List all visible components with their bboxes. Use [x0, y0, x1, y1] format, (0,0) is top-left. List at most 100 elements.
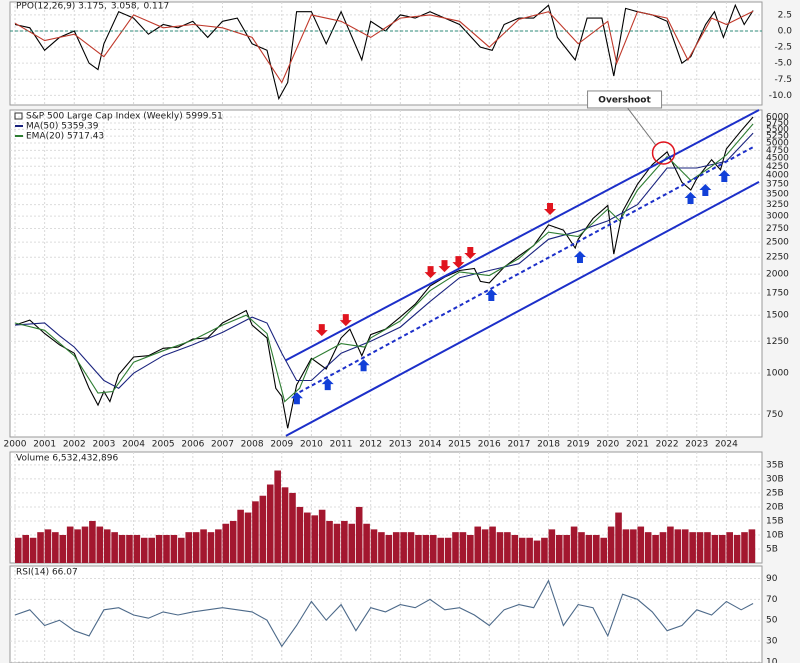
- volume-bar: [718, 534, 726, 563]
- x-tick-label: 2019: [567, 440, 590, 450]
- volume-bar: [281, 487, 289, 563]
- series-line: [14, 579, 754, 648]
- x-tick-label: 2018: [537, 440, 560, 450]
- volume-bar: [467, 534, 474, 563]
- volume-bar: [541, 537, 548, 563]
- x-tick-label: 2011: [330, 440, 353, 450]
- panel-legend: PPO(12,26,9) 3.175,: [16, 2, 107, 12]
- y-tick-label: -7.5: [774, 75, 792, 85]
- y-tick-label: 30B: [766, 474, 784, 484]
- volume-bar: [407, 532, 415, 563]
- volume-bar: [422, 534, 430, 563]
- y-tick-label: 5500: [766, 125, 789, 135]
- volume-bar: [22, 534, 30, 563]
- volume-bar: [259, 495, 267, 563]
- volume-bar: [555, 534, 563, 563]
- y-tick-label: 5750: [766, 119, 789, 129]
- volume-bar: [696, 532, 704, 563]
- volume-bar: [363, 523, 370, 563]
- volume-bar: [711, 534, 719, 563]
- trendline: [299, 146, 754, 393]
- volume-bar: [659, 532, 667, 563]
- volume-bar: [274, 470, 281, 563]
- volume-bar: [200, 529, 207, 563]
- y-tick-label: 5B: [766, 544, 778, 554]
- y-tick-label: 70: [766, 595, 778, 605]
- volume-bar: [459, 532, 467, 563]
- annotation-label: Overshoot: [598, 95, 651, 105]
- volume-bar: [326, 520, 333, 563]
- sell-arrow: [452, 256, 465, 269]
- volume-bar: [229, 520, 237, 563]
- y-tick-label: 50: [766, 616, 778, 626]
- x-tick-label: 2004: [122, 440, 145, 450]
- volume-bar: [474, 526, 482, 563]
- buy-arrow: [321, 378, 334, 391]
- title-icon: [14, 112, 23, 120]
- volume-bar: [237, 509, 244, 563]
- x-tick-label: 2009: [270, 440, 293, 450]
- volume-bar: [311, 515, 319, 563]
- x-tick-label: 2013: [389, 440, 412, 450]
- volume-bar: [118, 534, 126, 563]
- volume-bar: [748, 529, 756, 563]
- volume-bar: [111, 532, 118, 563]
- volume-bar: [207, 532, 215, 563]
- y-tick-label: 750: [766, 410, 783, 420]
- volume-bar: [504, 532, 511, 563]
- volume-bar: [333, 523, 341, 563]
- volume-bar: [496, 532, 504, 563]
- y-tick-label: 1250: [766, 337, 789, 347]
- volume-bar: [392, 532, 400, 563]
- y-tick-label: 3500: [766, 190, 789, 200]
- volume-bar: [437, 537, 444, 563]
- buy-arrow: [718, 170, 731, 183]
- volume-bar: [59, 534, 67, 563]
- volume-bar: [667, 526, 674, 563]
- volume-bar: [178, 537, 185, 563]
- x-tick-label: 2008: [241, 440, 264, 450]
- volume-bar: [52, 532, 59, 563]
- y-tick-label: 1500: [766, 311, 789, 321]
- y-tick-label: 3000: [766, 212, 789, 222]
- x-tick-label: 2001: [33, 440, 56, 450]
- volume-bar: [385, 534, 393, 563]
- volume-bar: [148, 537, 155, 563]
- trendline: [285, 109, 760, 362]
- buy-arrow: [699, 184, 712, 197]
- y-tick-label: 2.5: [778, 10, 792, 20]
- volume-bar: [585, 534, 593, 563]
- volume-bar: [304, 512, 311, 563]
- y-tick-label: 10: [766, 657, 778, 663]
- volume-bar: [296, 506, 304, 563]
- volume-bar: [192, 532, 200, 563]
- y-tick-label: 15B: [766, 516, 784, 526]
- y-tick-label: -10.0: [769, 91, 793, 101]
- volume-bar: [163, 534, 170, 563]
- volume-bar: [133, 534, 141, 563]
- volume-bar: [511, 534, 519, 563]
- volume-bar: [681, 529, 689, 563]
- sell-arrow: [438, 260, 451, 273]
- volume-bar: [400, 532, 407, 563]
- annotation-box: [587, 90, 663, 109]
- x-tick-label: 2022: [656, 440, 679, 450]
- volume-bar: [533, 540, 541, 563]
- volume-bar: [378, 532, 385, 563]
- volume-bar: [341, 520, 348, 563]
- y-tick-label: -5.0: [774, 59, 792, 69]
- volume-bar: [607, 526, 615, 563]
- y-tick-label: 4750: [766, 146, 789, 156]
- volume-bar: [644, 532, 652, 563]
- volume-bar: [170, 534, 178, 563]
- y-tick-label: 2500: [766, 238, 789, 248]
- volume-bar: [266, 484, 274, 563]
- volume-bar: [222, 523, 230, 563]
- y-tick-label: 2250: [766, 253, 789, 263]
- buy-arrow: [485, 289, 498, 302]
- volume-bar: [29, 537, 37, 563]
- y-tick-label: 2750: [766, 224, 789, 234]
- buy-arrow: [290, 392, 303, 405]
- volume-bar: [103, 529, 111, 563]
- x-tick-label: 2017: [507, 440, 530, 450]
